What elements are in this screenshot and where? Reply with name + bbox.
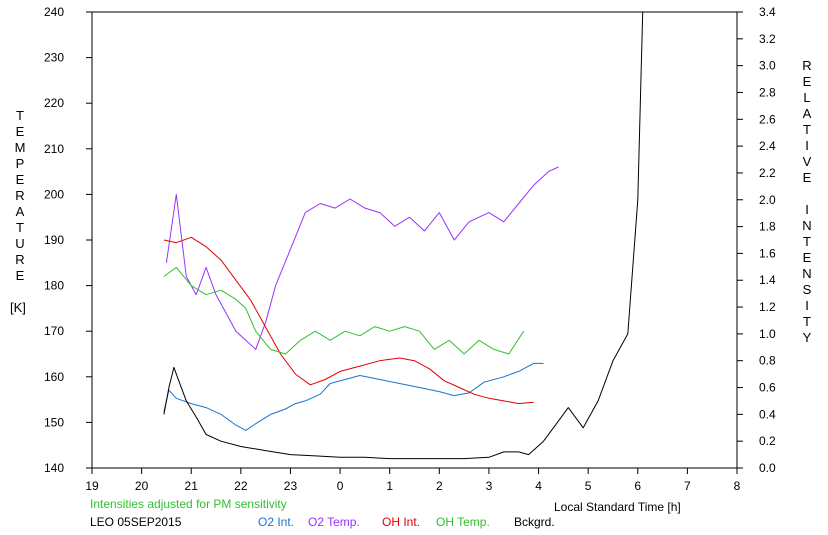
right-tick-label: 1.6 xyxy=(759,246,776,260)
x-tick-label: 23 xyxy=(284,479,298,493)
x-tick-label: 6 xyxy=(634,479,641,493)
x-tick-label: 3 xyxy=(486,479,493,493)
right-tick-label: 2.6 xyxy=(759,112,776,126)
x-tick-label: 7 xyxy=(684,479,691,493)
tick-labels: 19 20 21 22 23 0 1 2 3 4 5 6 7 8140150160170180190200… xyxy=(44,5,776,493)
x-tick-label: 20 xyxy=(135,479,149,493)
left-tick-label: 180 xyxy=(44,279,64,293)
legend-o2-int: O2 Int. xyxy=(258,515,295,529)
series-oh-int xyxy=(163,236,534,405)
left-tick-label: 230 xyxy=(44,51,64,65)
left-tick-label: 190 xyxy=(44,233,64,247)
left-tick-label: 210 xyxy=(44,142,64,156)
left-tick-label: 150 xyxy=(44,415,64,429)
right-tick-label: 2.8 xyxy=(759,85,776,99)
right-tick-label: 0.6 xyxy=(759,381,776,395)
legend-oh-temp: OH Temp. xyxy=(436,515,490,529)
x-axis-label: Local Standard Time [h] xyxy=(554,500,681,514)
series-o2-int xyxy=(163,362,544,431)
left-tick-label: 160 xyxy=(44,370,64,384)
left-axis-unit: [K] xyxy=(10,300,26,315)
x-tick-label: 21 xyxy=(185,479,199,493)
right-tick-label: 2.0 xyxy=(759,193,776,207)
x-tick-label: 0 xyxy=(337,479,344,493)
right-tick-label: 2.4 xyxy=(759,139,776,153)
x-tick-label: 2 xyxy=(436,479,443,493)
left-tick-label: 220 xyxy=(44,96,64,110)
pm-sensitivity-note: Intensities adjusted for PM sensitivity xyxy=(90,497,287,511)
right-tick-label: 2.2 xyxy=(759,166,776,180)
left-tick-label: 140 xyxy=(44,461,64,475)
series-bckgrd xyxy=(163,11,644,460)
x-tick-label: 19 xyxy=(85,479,99,493)
left-tick-label: 170 xyxy=(44,324,64,338)
right-tick-label: 1.0 xyxy=(759,327,776,341)
right-tick-label: 0.0 xyxy=(759,461,776,475)
series-layer xyxy=(163,11,644,460)
left-tick-label: 240 xyxy=(44,5,64,19)
series-o2-temp xyxy=(165,166,559,350)
legend-o2-temp: O2 Temp. xyxy=(308,515,360,529)
right-tick-label: 1.8 xyxy=(759,220,776,234)
right-tick-label: 0.4 xyxy=(759,407,776,421)
right-tick-label: 3.0 xyxy=(759,59,776,73)
x-tick-label: 4 xyxy=(535,479,542,493)
series-oh-temp xyxy=(163,266,525,355)
x-tick-label: 22 xyxy=(234,479,248,493)
right-tick-label: 3.2 xyxy=(759,32,776,46)
x-tick-label: 5 xyxy=(585,479,592,493)
x-tick-label: 1 xyxy=(386,479,393,493)
station-date: LEO 05SEP2015 xyxy=(90,515,182,529)
right-tick-label: 0.8 xyxy=(759,354,776,368)
right-tick-label: 0.2 xyxy=(759,434,776,448)
legend-oh-int: OH Int. xyxy=(382,515,421,529)
right-tick-label: 1.4 xyxy=(759,273,776,287)
left-tick-label: 200 xyxy=(44,187,64,201)
right-tick-label: 3.4 xyxy=(759,5,776,19)
axes xyxy=(86,11,743,474)
legend-bckgrd: Bckgrd. xyxy=(514,515,555,529)
x-tick-label: 8 xyxy=(734,479,741,493)
right-tick-label: 1.2 xyxy=(759,300,776,314)
